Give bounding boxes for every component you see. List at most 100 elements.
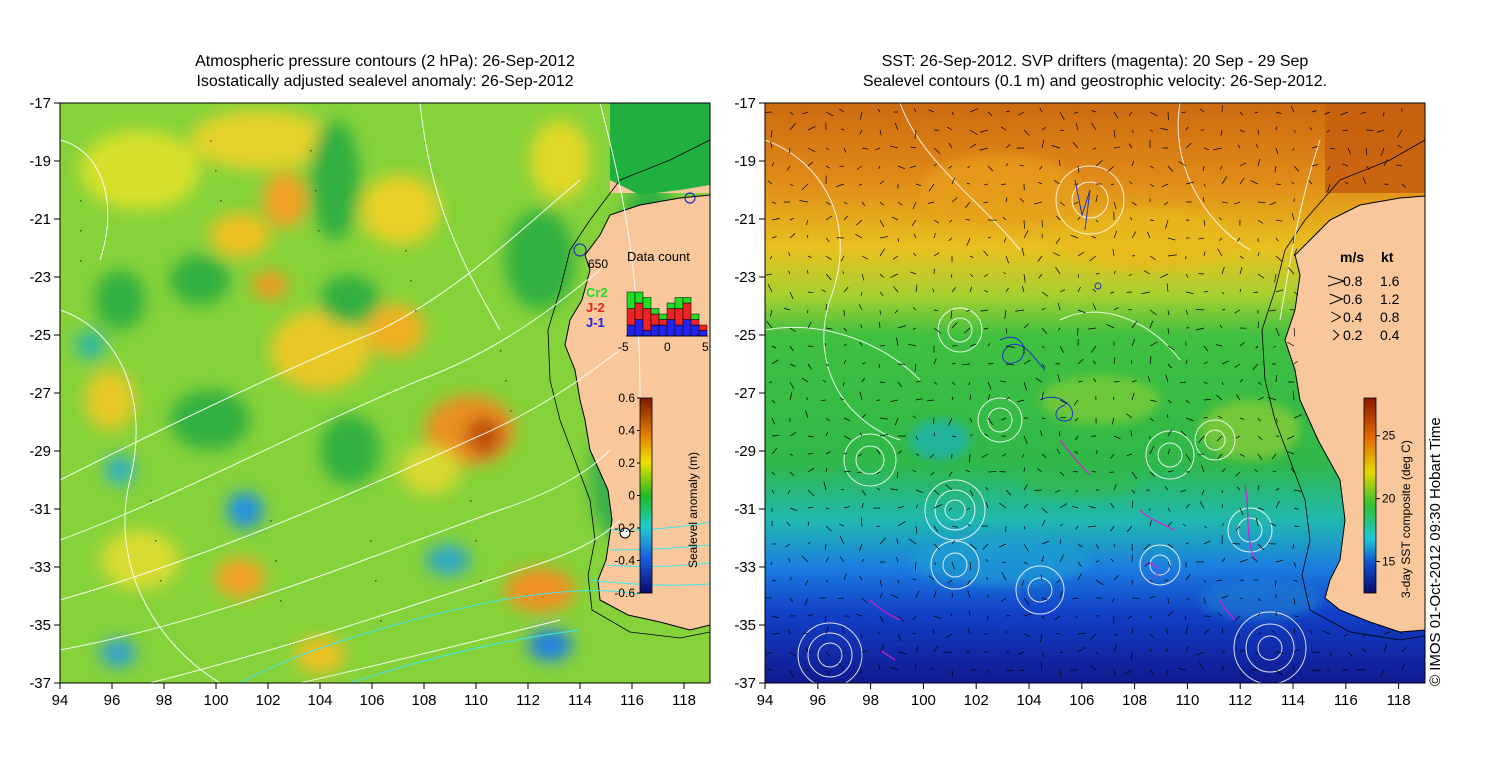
- right-title: SST: 26-Sep-2012. SVP drifters (magenta)…: [765, 52, 1425, 92]
- velocity-vector: [789, 291, 794, 300]
- velocity-vector: [933, 615, 942, 620]
- velocity-vector: [1195, 651, 1205, 656]
- velocity-vector: [966, 182, 971, 185]
- velocity-vector: [825, 111, 834, 117]
- velocity-vector: [950, 273, 953, 278]
- velocity-vector: [965, 219, 971, 221]
- velocity-vector: [1167, 309, 1170, 316]
- vector-legend-kt: 0.4: [1380, 327, 1400, 343]
- velocity-vector: [1343, 633, 1349, 637]
- velocity-vector: [1203, 381, 1208, 384]
- inset-bar-j2: [690, 319, 700, 326]
- velocity-vector: [1203, 345, 1209, 352]
- velocity-vector: [859, 129, 863, 135]
- velocity-vector: [1023, 613, 1032, 617]
- velocity-vector: [969, 143, 977, 149]
- velocity-vector: [910, 271, 917, 275]
- velocity-vector: [1059, 345, 1064, 353]
- velocity-vector: [1161, 183, 1169, 188]
- velocity-vector: [1203, 147, 1210, 150]
- velocity-vector: [861, 377, 865, 383]
- velocity-vector: [1041, 126, 1046, 131]
- velocity-vector: [1167, 470, 1174, 473]
- velocity-vector: [964, 327, 971, 334]
- inset-bar-cr2: [642, 297, 652, 309]
- velocity-vector: [838, 662, 845, 671]
- velocity-vector: [879, 180, 885, 185]
- velocity-vector: [1131, 160, 1135, 167]
- velocity-vector: [839, 523, 845, 527]
- velocity-vector: [1273, 345, 1277, 348]
- velocity-vector: [1059, 590, 1063, 599]
- velocity-vector: [1275, 126, 1278, 131]
- velocity-vector: [802, 632, 809, 635]
- velocity-vector: [1095, 160, 1103, 167]
- y-tick-label: -17: [29, 95, 51, 112]
- velocity-vector: [1237, 144, 1241, 149]
- velocity-vector: [1257, 613, 1260, 617]
- velocity-vector: [1221, 381, 1224, 386]
- velocity-vector: [1057, 303, 1061, 311]
- velocity-vector: [807, 541, 811, 545]
- credit-text: © IMOS 01-Oct-2012 09:30 Hobart Time: [1427, 417, 1444, 686]
- velocity-vector: [1293, 414, 1303, 419]
- velocity-vector: [1178, 161, 1187, 167]
- velocity-vector: [807, 309, 809, 314]
- velocity-vector: [1149, 633, 1154, 638]
- y-tick-label: -23: [29, 269, 51, 286]
- velocity-vector: [859, 432, 863, 437]
- velocity-vector: [1254, 111, 1259, 114]
- velocity-vector: [1056, 448, 1061, 455]
- velocity-vector: [1053, 252, 1061, 257]
- velocity-vector: [1005, 669, 1014, 672]
- y-tick-label: -21: [29, 211, 51, 228]
- velocity-vector: [861, 558, 865, 563]
- velocity-vector: [1113, 633, 1119, 636]
- velocity-vector: [1255, 144, 1259, 149]
- velocity-vector: [1023, 597, 1030, 606]
- velocity-vector: [951, 540, 956, 545]
- velocity-vector: [998, 543, 1007, 548]
- velocity-vector: [840, 255, 845, 262]
- velocity-vector: [771, 579, 777, 582]
- velocity-vector: [1165, 627, 1169, 635]
- velocity-vector: [1090, 345, 1097, 353]
- y-tick-label: -17: [734, 95, 756, 112]
- velocity-vector: [1041, 327, 1048, 335]
- velocity-vector: [879, 434, 889, 437]
- velocity-vector: [1005, 363, 1015, 366]
- velocity-vector: [1041, 651, 1046, 658]
- velocity-vector: [1131, 471, 1138, 479]
- velocity-vector: [915, 590, 920, 599]
- velocity-vector: [913, 252, 917, 257]
- velocity-vector: [1004, 309, 1007, 319]
- velocity-vector: [1347, 147, 1352, 155]
- velocity-vector: [860, 291, 863, 296]
- velocity-vector: [1143, 270, 1151, 275]
- velocity-vector: [858, 669, 863, 675]
- velocity-vector: [860, 324, 863, 329]
- velocity-vector: [1239, 669, 1243, 678]
- velocity-vector: [1072, 505, 1079, 509]
- velocity-vector: [1236, 237, 1241, 242]
- velocity-vector: [801, 183, 809, 191]
- velocity-vector: [789, 147, 791, 154]
- velocity-vector: [1033, 201, 1043, 205]
- velocity-vector: [1131, 231, 1137, 239]
- velocity-vector: [1147, 231, 1151, 239]
- velocity-vector: [1270, 522, 1277, 527]
- velocity-vector: [825, 201, 831, 206]
- velocity-vector: [1397, 144, 1403, 149]
- velocity-vector: [931, 667, 935, 671]
- inset-bar-j1: [642, 330, 652, 337]
- velocity-vector: [820, 399, 827, 402]
- velocity-vector: [948, 471, 953, 477]
- velocity-vector: [1088, 506, 1097, 509]
- velocity-vector: [1286, 435, 1295, 440]
- velocity-vector: [1112, 396, 1115, 401]
- velocity-vector: [928, 201, 935, 204]
- colorbar-tick-label: 0.4: [618, 424, 635, 438]
- velocity-vector: [1019, 198, 1025, 203]
- velocity-vector: [1275, 255, 1283, 262]
- velocity-vector: [825, 304, 827, 311]
